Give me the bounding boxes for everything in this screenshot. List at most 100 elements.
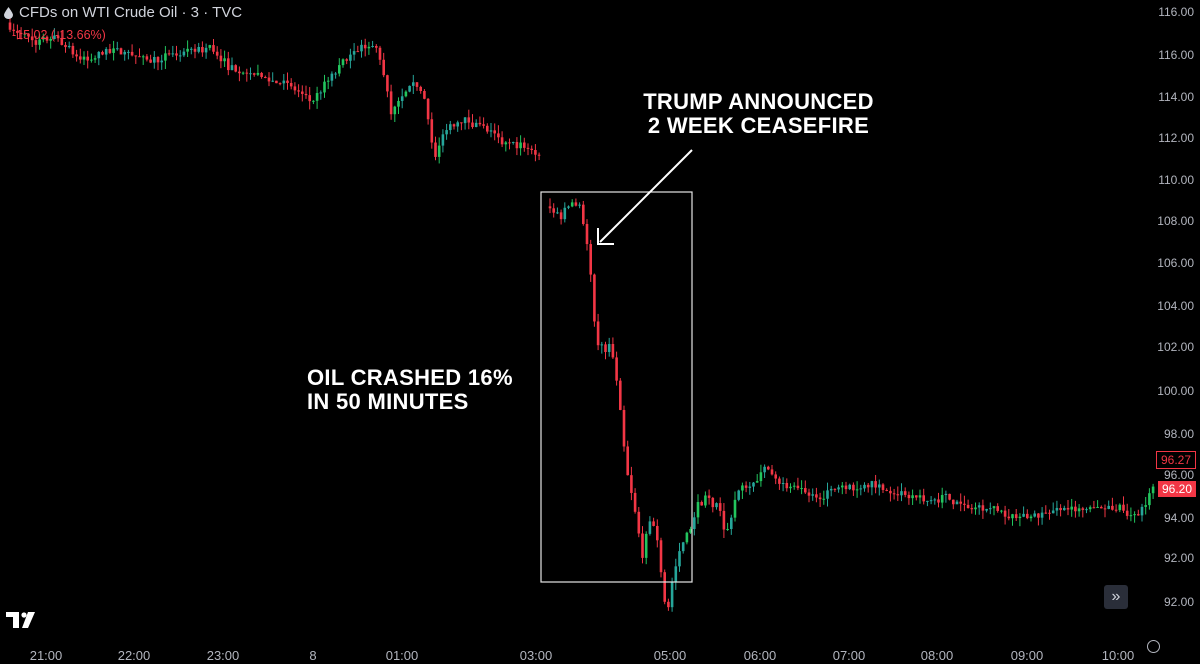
candle-body bbox=[341, 59, 345, 66]
candle-body bbox=[889, 490, 892, 494]
candle-body bbox=[1070, 506, 1073, 510]
candle-body bbox=[1044, 512, 1048, 514]
candle-body bbox=[841, 485, 844, 488]
candle-body bbox=[375, 45, 378, 48]
candle-body bbox=[275, 80, 278, 84]
candle-body bbox=[508, 142, 511, 144]
candle-body bbox=[556, 212, 559, 214]
drop-icon bbox=[4, 6, 13, 19]
candle-body bbox=[437, 145, 441, 157]
candle-body bbox=[1000, 510, 1003, 512]
candle-body bbox=[219, 55, 223, 62]
candle-body bbox=[648, 521, 652, 534]
candle-body bbox=[955, 501, 959, 505]
candle-body bbox=[204, 47, 208, 53]
candle-body bbox=[363, 44, 367, 49]
candle-body bbox=[297, 90, 300, 92]
candle-body bbox=[42, 36, 45, 40]
candle-body bbox=[86, 56, 89, 61]
candle-body bbox=[393, 106, 397, 115]
candle-body bbox=[301, 91, 304, 94]
candle-body bbox=[1125, 510, 1129, 516]
candle-body bbox=[670, 581, 674, 608]
candle-body bbox=[859, 488, 863, 490]
candle-body bbox=[881, 484, 885, 490]
price-tick-label: 108.00 bbox=[1157, 214, 1194, 228]
candle-body bbox=[378, 47, 382, 60]
candle-body bbox=[559, 212, 563, 220]
candle-body bbox=[1122, 504, 1125, 511]
candle-body bbox=[792, 485, 796, 487]
candle-body bbox=[334, 73, 337, 75]
candle-body bbox=[570, 202, 574, 207]
candle-body bbox=[182, 51, 186, 56]
candle-body bbox=[349, 54, 352, 61]
candle-body bbox=[874, 481, 877, 488]
candle-body bbox=[1051, 510, 1055, 514]
clock-icon[interactable] bbox=[1147, 640, 1160, 653]
candle-body bbox=[526, 147, 530, 149]
candle-body bbox=[271, 80, 274, 82]
candle-body bbox=[870, 481, 874, 488]
candle-body bbox=[489, 130, 493, 132]
candle-body bbox=[1029, 516, 1033, 519]
symbol-title[interactable]: CFDs on WTI Crude Oil · 3 · TVC bbox=[19, 4, 243, 21]
candle-body bbox=[319, 92, 323, 94]
candle-body bbox=[238, 71, 241, 74]
candle-body bbox=[193, 48, 197, 52]
ceasefire-line-1: TRUMP ANNOUNCED bbox=[643, 89, 874, 114]
candle-body bbox=[260, 72, 263, 77]
candle-body bbox=[245, 72, 249, 74]
candle-body bbox=[696, 502, 700, 518]
candle-body bbox=[1107, 505, 1110, 509]
candle-body bbox=[293, 86, 297, 91]
candle-body bbox=[308, 95, 311, 102]
candle-body bbox=[227, 58, 230, 71]
candle-body bbox=[519, 142, 522, 149]
price-tick-label: 96.00 bbox=[1164, 468, 1194, 482]
candle-body bbox=[981, 505, 985, 511]
candle-body bbox=[911, 495, 914, 499]
candle-body bbox=[460, 122, 463, 124]
candle-body bbox=[367, 46, 371, 49]
candle-body bbox=[197, 46, 200, 52]
candle-body bbox=[715, 503, 718, 508]
candle-body bbox=[134, 55, 138, 57]
candle-body bbox=[963, 503, 966, 505]
candle-body bbox=[663, 572, 666, 602]
candle-body bbox=[486, 125, 489, 132]
candle-body bbox=[807, 492, 811, 496]
candle-body bbox=[352, 51, 356, 55]
candle-body bbox=[19, 32, 23, 35]
candle-body bbox=[79, 56, 82, 60]
candle-body bbox=[770, 469, 774, 475]
candle-body bbox=[926, 500, 929, 502]
scroll-to-latest-icon[interactable]: » bbox=[1104, 585, 1128, 609]
time-axis[interactable]: 21:00 22:00 23:00 8 01:00 03:00 05:00 06:00 07:0… bbox=[30, 648, 1135, 663]
time-tick-label: 23:00 bbox=[207, 648, 240, 663]
price-tick-label: 92.00 bbox=[1164, 551, 1194, 565]
candle-body bbox=[141, 56, 145, 58]
candle-body bbox=[966, 504, 970, 509]
candle-body bbox=[153, 57, 156, 63]
price-axis[interactable]: 116.00 116.00 114.00 112.00 110.00 108.00 106.… bbox=[1157, 5, 1194, 609]
candle-body bbox=[752, 482, 755, 487]
candle-body bbox=[833, 488, 837, 490]
candle-body bbox=[1033, 513, 1036, 517]
candle-body bbox=[289, 82, 293, 87]
candle-body bbox=[190, 48, 193, 50]
time-tick-label: 8 bbox=[309, 648, 316, 663]
candle-body bbox=[360, 44, 363, 52]
candle-body bbox=[449, 124, 452, 131]
candle-body bbox=[1048, 512, 1051, 514]
candle-body bbox=[201, 46, 204, 53]
price-tick-label: 100.00 bbox=[1157, 384, 1194, 398]
candle-body bbox=[652, 521, 655, 526]
price-tag-last: 96.27 bbox=[1155, 451, 1196, 469]
candle-body bbox=[552, 208, 555, 213]
candle-body bbox=[741, 485, 744, 491]
candle-body bbox=[578, 204, 581, 206]
price-tick-label: 94.00 bbox=[1164, 511, 1194, 525]
price-tick-label: 112.00 bbox=[1158, 131, 1194, 145]
